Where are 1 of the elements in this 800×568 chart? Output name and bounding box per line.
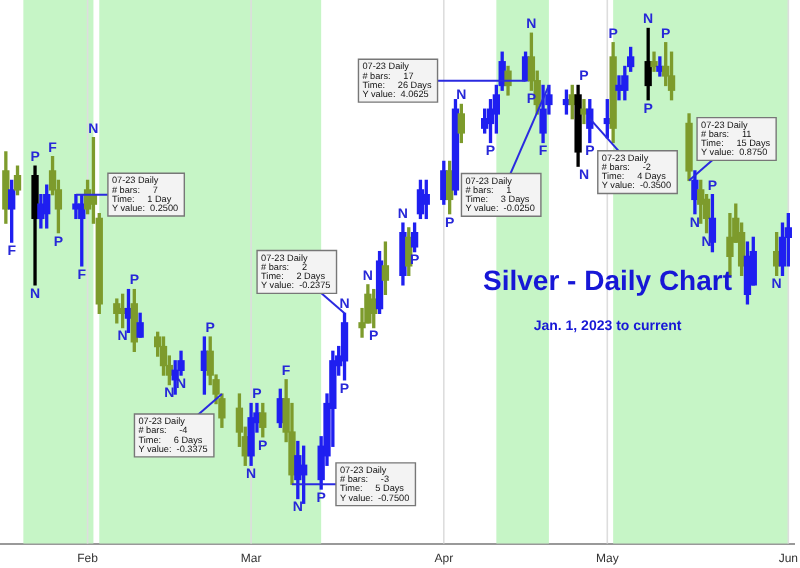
text: Silver - Daily Chart <box>483 264 733 297</box>
